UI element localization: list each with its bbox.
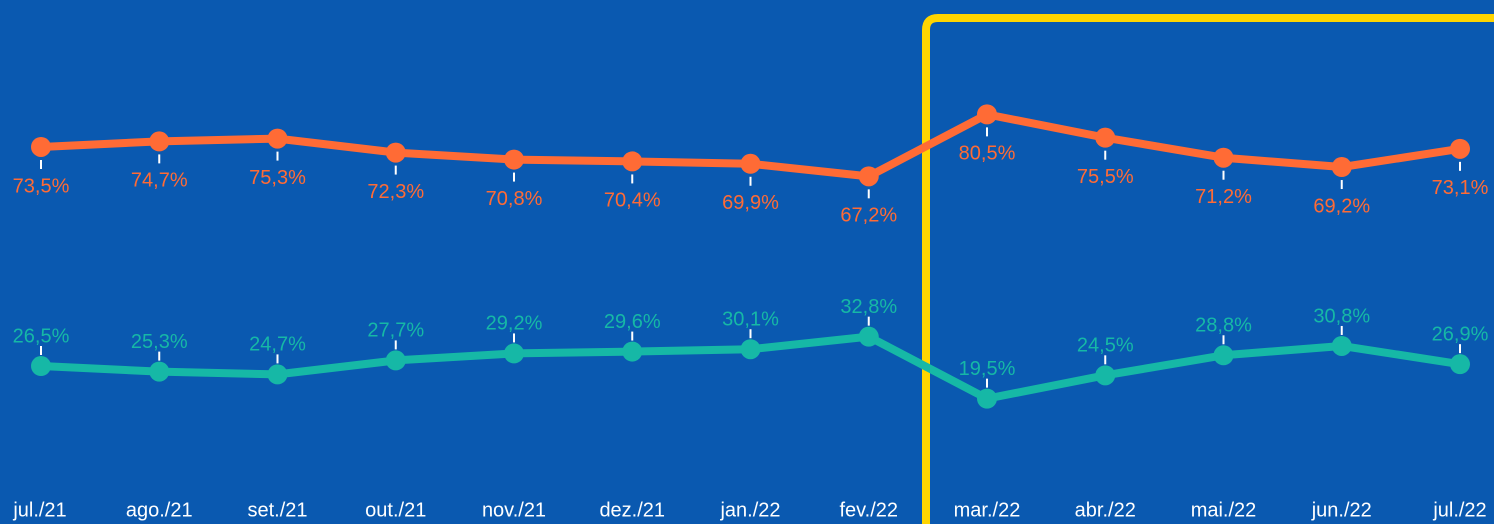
x-tick-label: abr./22 <box>1075 499 1136 521</box>
data-point <box>977 388 997 409</box>
data-point <box>1331 335 1352 356</box>
data-point <box>31 136 51 157</box>
data-label: 24,5% <box>1077 335 1134 357</box>
data-label: 30,1% <box>722 309 779 331</box>
data-point <box>267 364 288 385</box>
data-point <box>1095 365 1116 386</box>
data-point <box>1213 345 1234 366</box>
data-point <box>149 361 170 382</box>
x-tick-label: nov./21 <box>482 499 546 521</box>
data-label: 27,7% <box>367 320 424 342</box>
data-point <box>504 149 524 170</box>
data-label: 75,5% <box>1077 166 1134 188</box>
highlight-frame <box>922 14 1494 524</box>
data-label: 70,8% <box>486 188 543 210</box>
x-tick-label: dez./21 <box>599 499 665 521</box>
data-label: 19,5% <box>959 358 1016 380</box>
data-label: 25,3% <box>131 331 188 353</box>
data-point <box>1213 147 1234 168</box>
data-point <box>1095 127 1116 148</box>
data-label: 74,7% <box>131 170 188 192</box>
x-tick-label: set./21 <box>247 499 307 521</box>
data-point <box>385 142 406 163</box>
data-point <box>31 356 51 377</box>
data-label: 29,6% <box>604 311 661 333</box>
data-label: 80,5% <box>959 143 1016 165</box>
data-label: 73,1% <box>1432 177 1489 199</box>
data-label: 29,2% <box>486 313 543 335</box>
data-point <box>858 326 879 347</box>
data-point <box>385 350 406 371</box>
data-point <box>977 104 997 125</box>
data-label: 69,2% <box>1313 195 1370 217</box>
data-point <box>622 341 643 362</box>
x-tick-label: mar./22 <box>954 499 1021 521</box>
data-label: 24,7% <box>249 334 306 356</box>
x-tick-label: out./21 <box>365 499 426 521</box>
x-tick-label: jul./22 <box>1432 499 1486 521</box>
data-label: 75,3% <box>249 167 306 189</box>
data-label: 70,4% <box>604 190 661 212</box>
data-point <box>740 153 761 174</box>
data-label: 73,5% <box>13 175 70 197</box>
data-point <box>1450 138 1470 159</box>
data-point <box>267 128 288 149</box>
x-tick-label: jun./22 <box>1311 499 1372 521</box>
x-tick-label: jan./22 <box>719 499 780 521</box>
data-label: 67,2% <box>840 205 897 227</box>
data-point <box>504 343 524 364</box>
data-label: 32,8% <box>840 296 897 318</box>
data-point <box>1450 354 1470 375</box>
data-point <box>1331 157 1352 178</box>
x-tick-label: mai./22 <box>1191 499 1257 521</box>
data-point <box>622 151 643 172</box>
data-label: 26,5% <box>13 325 70 347</box>
x-tick-label: fev./22 <box>839 499 898 521</box>
data-point <box>149 131 170 152</box>
data-label: 69,9% <box>722 192 779 214</box>
x-tick-label: jul./21 <box>12 499 66 521</box>
data-label: 72,3% <box>367 181 424 203</box>
data-label: 28,8% <box>1195 315 1252 337</box>
data-label: 71,2% <box>1195 186 1252 208</box>
data-label: 30,8% <box>1313 305 1370 327</box>
data-point <box>858 166 879 187</box>
x-tick-label: ago./21 <box>126 499 193 521</box>
data-point <box>740 339 761 360</box>
data-label: 26,9% <box>1432 323 1489 345</box>
